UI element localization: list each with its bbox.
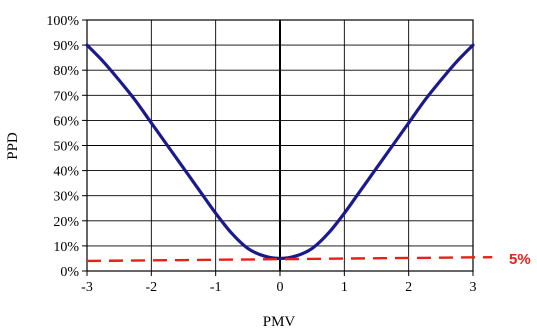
y-tick-label: 30% — [53, 190, 79, 205]
reference-dashed-line — [86, 255, 493, 263]
y-tick-label: 80% — [53, 64, 79, 79]
y-tick-label: 90% — [53, 39, 79, 54]
x-tick-label: -1 — [210, 280, 222, 295]
x-tick-label: 0 — [277, 280, 284, 295]
y-tick-label: 20% — [53, 215, 79, 230]
x-axis-title: PMV — [263, 314, 296, 330]
y-axis-ticks: 0% 10% 20% 30% 40% 50% 60% 70% 80% 90% 100% — [46, 14, 87, 280]
reference-label: 5% — [509, 251, 531, 268]
y-tick-label: 60% — [53, 114, 79, 129]
y-tick-label: 50% — [53, 140, 79, 155]
x-tick-label: 3 — [470, 280, 477, 295]
y-tick-label: 100% — [46, 14, 79, 29]
ppd-curve-series — [85, 43, 475, 261]
x-tick-label: 1 — [341, 280, 348, 295]
x-tick-label: 2 — [405, 280, 412, 295]
y-tick-label: 0% — [60, 265, 79, 280]
y-tick-label: 70% — [53, 89, 79, 104]
y-tick-label: 40% — [53, 165, 79, 180]
y-tick-label: 10% — [53, 240, 79, 255]
x-tick-label: -2 — [145, 280, 157, 295]
x-tick-label: -3 — [81, 280, 93, 295]
x-axis-ticks: -3 -2 -1 0 1 2 3 — [81, 271, 477, 295]
y-axis-title: PPD — [5, 132, 21, 160]
